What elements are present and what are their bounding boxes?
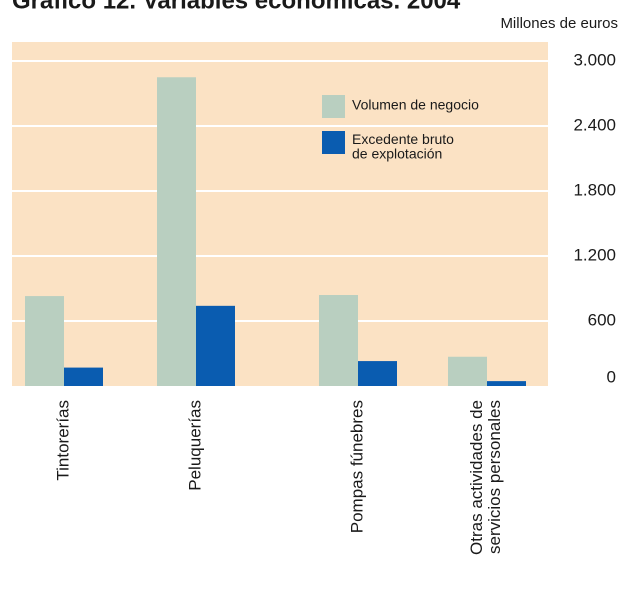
bar bbox=[358, 361, 397, 386]
legend-swatch bbox=[322, 131, 345, 154]
legend-label: Volumen de negocio bbox=[352, 97, 479, 113]
bar bbox=[196, 305, 235, 386]
y-tick-label: 1.200 bbox=[573, 245, 616, 264]
bar bbox=[157, 77, 196, 386]
bar bbox=[487, 381, 526, 386]
legend-label: Excedente bruto de explotación bbox=[352, 131, 454, 162]
x-tick-label: Otras actividades deservicios personales bbox=[467, 400, 504, 555]
bar bbox=[25, 296, 64, 386]
bar bbox=[64, 367, 103, 386]
plot-background bbox=[12, 42, 548, 386]
x-tick-label: Pompas fúnebres bbox=[347, 400, 366, 533]
y-tick-label: 3.000 bbox=[573, 50, 616, 69]
x-tick-label: Peluquerías bbox=[185, 400, 204, 491]
legend-swatch bbox=[322, 95, 345, 118]
chart-title: Gráfico 12. Variables económicas. 2004 bbox=[12, 0, 461, 14]
x-tick-label: Tintorerías bbox=[53, 400, 72, 481]
bar bbox=[448, 356, 487, 386]
y-tick-label: 0 bbox=[607, 367, 616, 386]
y-tick-label: 1.800 bbox=[573, 180, 616, 199]
unit-label: Millones de euros bbox=[500, 15, 618, 32]
y-tick-label: 600 bbox=[588, 310, 616, 329]
y-tick-label: 2.400 bbox=[573, 115, 616, 134]
bar bbox=[319, 295, 358, 386]
